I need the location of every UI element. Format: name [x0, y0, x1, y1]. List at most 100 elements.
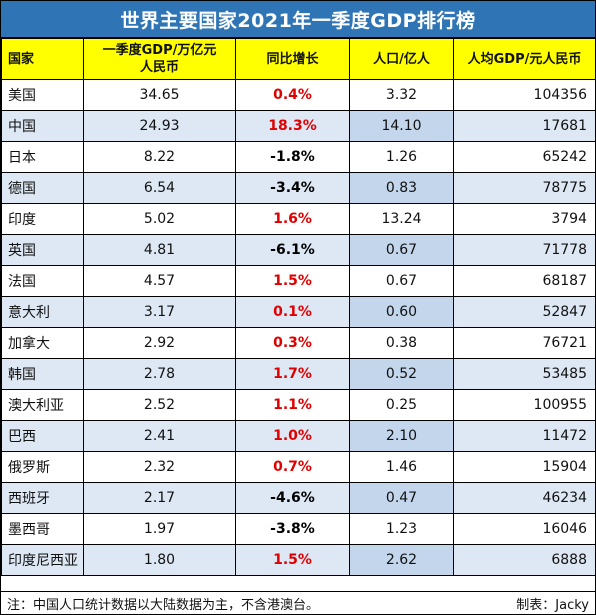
- growth-cell: -3.8%: [235, 513, 350, 545]
- gdp-cell: 2.92: [83, 327, 236, 359]
- pc-cell: 78775: [453, 172, 596, 204]
- gdp-cell: 1.80: [83, 544, 236, 576]
- gdp-cell: 3.17: [83, 296, 236, 328]
- pc-cell: 76721: [453, 327, 596, 359]
- country-cell: 法国: [1, 265, 84, 297]
- pc-cell: 46234: [453, 482, 596, 514]
- table-row: 英国 4.81 -6.1% 0.67 71778: [1, 234, 596, 266]
- pc-cell: 17681: [453, 110, 596, 142]
- pc-cell: 68187: [453, 265, 596, 297]
- pop-cell: 0.67: [349, 234, 454, 266]
- country-cell: 印度尼西亚: [1, 544, 84, 576]
- country-cell: 意大利: [1, 296, 84, 328]
- gdp-cell: 2.32: [83, 451, 236, 483]
- gdp-cell: 2.41: [83, 420, 236, 452]
- country-cell: 韩国: [1, 358, 84, 390]
- pc-cell: 53485: [453, 358, 596, 390]
- pop-cell: 3.32: [349, 79, 454, 111]
- country-cell: 中国: [1, 110, 84, 142]
- table-row: 法国 4.57 1.5% 0.67 68187: [1, 265, 596, 297]
- country-cell: 西班牙: [1, 482, 84, 514]
- table-row: 澳大利亚 2.52 1.1% 0.25 100955: [1, 389, 596, 421]
- growth-cell: 1.5%: [235, 544, 350, 576]
- table-row: 中国 24.93 18.3% 14.10 17681: [1, 110, 596, 142]
- growth-cell: 1.1%: [235, 389, 350, 421]
- growth-cell: 0.4%: [235, 79, 350, 111]
- country-cell: 澳大利亚: [1, 389, 84, 421]
- pc-cell: 15904: [453, 451, 596, 483]
- table-row: 印度 5.02 1.6% 13.24 3794: [1, 203, 596, 235]
- header-per-capita: 人均GDP/元人民币: [453, 38, 596, 80]
- gdp-cell: 6.54: [83, 172, 236, 204]
- credit-text: 制表：Jacky: [516, 597, 589, 613]
- pc-cell: 100955: [453, 389, 596, 421]
- gdp-table: 国家 一季度GDP/万亿元 人民币 同比增长 人口/亿人 人均GDP/元人民币 …: [1, 38, 596, 576]
- gdp-cell: 1.97: [83, 513, 236, 545]
- pop-cell: 1.23: [349, 513, 454, 545]
- pop-cell: 0.47: [349, 482, 454, 514]
- pc-cell: 3794: [453, 203, 596, 235]
- header-growth: 同比增长: [235, 38, 350, 80]
- pc-cell: 52847: [453, 296, 596, 328]
- pc-cell: 104356: [453, 79, 596, 111]
- growth-cell: 0.3%: [235, 327, 350, 359]
- growth-cell: 18.3%: [235, 110, 350, 142]
- header-gdp-line2: 人民币: [139, 60, 179, 75]
- growth-cell: 1.7%: [235, 358, 350, 390]
- pop-cell: 13.24: [349, 203, 454, 235]
- pop-cell: 0.83: [349, 172, 454, 204]
- gdp-cell: 2.17: [83, 482, 236, 514]
- growth-cell: 1.5%: [235, 265, 350, 297]
- pop-cell: 1.26: [349, 141, 454, 173]
- header-gdp: 一季度GDP/万亿元 人民币: [83, 38, 236, 80]
- gdp-cell: 4.81: [83, 234, 236, 266]
- growth-cell: 1.0%: [235, 420, 350, 452]
- growth-cell: -6.1%: [235, 234, 350, 266]
- footer-note: 注：中国人口统计数据以大陆数据为主，不含港澳台。 制表：Jacky: [1, 591, 595, 614]
- gdp-cell: 34.65: [83, 79, 236, 111]
- table-row: 西班牙 2.17 -4.6% 0.47 46234: [1, 482, 596, 514]
- pop-cell: 2.62: [349, 544, 454, 576]
- table-row: 加拿大 2.92 0.3% 0.38 76721: [1, 327, 596, 359]
- pop-cell: 0.38: [349, 327, 454, 359]
- pop-cell: 1.46: [349, 451, 454, 483]
- growth-cell: 0.7%: [235, 451, 350, 483]
- footnote-text: 注：中国人口统计数据以大陆数据为主，不含港澳台。: [7, 597, 320, 613]
- table-row: 美国 34.65 0.4% 3.32 104356: [1, 79, 596, 111]
- table-row: 俄罗斯 2.32 0.7% 1.46 15904: [1, 451, 596, 483]
- country-cell: 日本: [1, 141, 84, 173]
- header-gdp-line1: 一季度GDP/万亿元: [102, 43, 217, 58]
- table-row: 韩国 2.78 1.7% 0.52 53485: [1, 358, 596, 390]
- pc-cell: 11472: [453, 420, 596, 452]
- country-cell: 俄罗斯: [1, 451, 84, 483]
- growth-cell: -3.4%: [235, 172, 350, 204]
- country-cell: 英国: [1, 234, 84, 266]
- country-cell: 美国: [1, 79, 84, 111]
- table-row: 德国 6.54 -3.4% 0.83 78775: [1, 172, 596, 204]
- pop-cell: 0.52: [349, 358, 454, 390]
- growth-cell: -4.6%: [235, 482, 350, 514]
- growth-cell: 1.6%: [235, 203, 350, 235]
- country-cell: 加拿大: [1, 327, 84, 359]
- pc-cell: 16046: [453, 513, 596, 545]
- growth-cell: -1.8%: [235, 141, 350, 173]
- header-population: 人口/亿人: [349, 38, 454, 80]
- header-row: 国家 一季度GDP/万亿元 人民币 同比增长 人口/亿人 人均GDP/元人民币: [1, 38, 596, 80]
- gdp-cell: 8.22: [83, 141, 236, 173]
- country-cell: 巴西: [1, 420, 84, 452]
- table-body: 美国 34.65 0.4% 3.32 104356 中国 24.93 18.3% 14.10 17…: [1, 79, 596, 576]
- header-country: 国家: [1, 38, 84, 80]
- pc-cell: 71778: [453, 234, 596, 266]
- table-row: 意大利 3.17 0.1% 0.60 52847: [1, 296, 596, 328]
- table-title: 世界主要国家2021年一季度GDP排行榜: [1, 1, 595, 38]
- table-row: 墨西哥 1.97 -3.8% 1.23 16046: [1, 513, 596, 545]
- gdp-cell: 2.52: [83, 389, 236, 421]
- growth-cell: 0.1%: [235, 296, 350, 328]
- pop-cell: 0.67: [349, 265, 454, 297]
- table-row: 巴西 2.41 1.0% 2.10 11472: [1, 420, 596, 452]
- table-row: 日本 8.22 -1.8% 1.26 65242: [1, 141, 596, 173]
- gdp-cell: 2.78: [83, 358, 236, 390]
- pc-cell: 6888: [453, 544, 596, 576]
- country-cell: 墨西哥: [1, 513, 84, 545]
